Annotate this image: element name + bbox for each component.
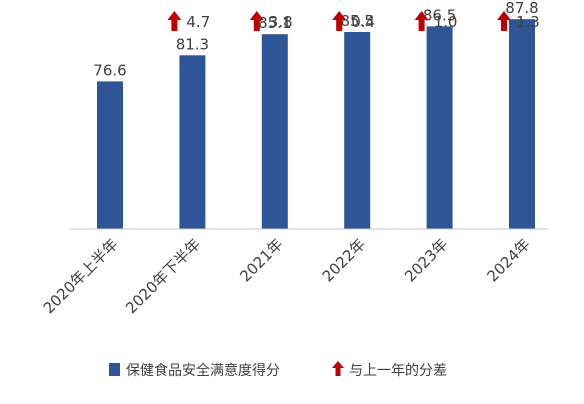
bar: [97, 81, 123, 230]
legend-label-score: 保健食品安全满意度得分: [126, 362, 280, 379]
x-tick-label: 2024年: [483, 235, 533, 285]
up-arrow-icon: [414, 11, 429, 31]
x-tick-label: 2021年: [236, 235, 286, 285]
difference-value-label: 3.8: [269, 13, 293, 31]
up-arrow-icon: [332, 361, 344, 376]
up-arrow-icon: [249, 11, 264, 31]
x-tick-label: 2020年下半年: [122, 235, 204, 317]
bar-value-label: 81.3: [176, 35, 209, 53]
bar-value-label: 76.6: [93, 61, 126, 79]
bar-value-label: 86.5: [423, 6, 456, 24]
legend-label-difference: 与上一年的分差: [349, 363, 447, 379]
difference-value-label: 0.4: [351, 13, 375, 31]
up-arrow-icon: [167, 11, 182, 31]
bars-layer: [97, 19, 535, 230]
bar: [179, 55, 206, 229]
x-tick-label: 2020年上半年: [40, 235, 122, 317]
data-labels-layer: 76.6 81.3 85.1 85.5 86.5 87.8: [93, 0, 538, 79]
legend: 保健食品安全满意度得分 与上一年的分差: [109, 361, 447, 379]
up-arrow-icon: [332, 11, 347, 31]
bar: [344, 32, 371, 229]
bar: [426, 26, 453, 230]
legend-swatch-score: [109, 363, 120, 376]
difference-value-label: 1.0: [434, 13, 458, 31]
x-tick-label: 2023年: [401, 235, 451, 285]
bar-value-label: 85.5: [340, 12, 373, 30]
bar-value-label: 87.8: [505, 0, 538, 17]
x-tick-labels-layer: 2020年上半年 2020年下半年 2021年 2022年 2023年 2024年: [40, 235, 534, 317]
bar: [261, 34, 288, 230]
bar-value-label: 85.1: [258, 14, 291, 32]
difference-value-label: 1.3: [516, 13, 540, 31]
up-arrow-icon: [497, 11, 511, 31]
difference-value-label: 4.7: [186, 13, 210, 31]
bar: [509, 19, 535, 230]
x-tick-label: 2022年: [319, 235, 369, 285]
difference-markers-layer: 4.7 3.8 0.4 1.0 1.3: [167, 11, 540, 31]
